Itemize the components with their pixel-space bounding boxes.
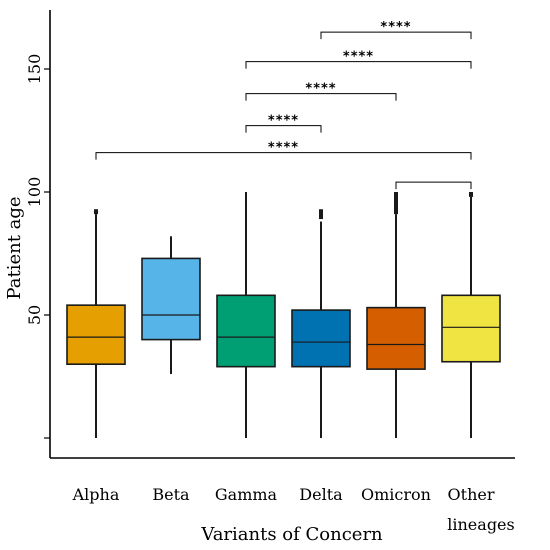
box-gamma <box>216 192 276 438</box>
box-delta <box>291 209 351 438</box>
bracket-line <box>95 152 472 160</box>
iqr-box <box>216 294 276 368</box>
x-tick-label: Other <box>448 485 495 504</box>
bracket-line <box>245 125 322 133</box>
bracket-line <box>395 181 472 190</box>
significance-label: **** <box>305 82 336 97</box>
iqr-box <box>66 304 126 366</box>
iqr-box <box>366 306 426 370</box>
bracket-line <box>320 31 472 40</box>
axes <box>49 10 515 459</box>
iqr-box <box>291 309 351 368</box>
significance-label: **** <box>268 114 299 129</box>
x-tick-label: Beta <box>152 485 190 504</box>
significance-bracket: **** <box>245 114 322 133</box>
bracket-line <box>245 93 397 101</box>
significance-bracket: **** <box>245 50 472 69</box>
y-tick-label: 50 <box>25 305 44 325</box>
iqr-box <box>141 257 201 341</box>
significance-bracket: **** <box>95 141 472 160</box>
x-tick-label: Delta <box>299 485 343 504</box>
x-tick-label: Omicron <box>361 485 431 504</box>
x-axis-title: Variants of Concern <box>200 524 383 545</box>
y-tick-label: 150 <box>25 54 44 85</box>
significance-label: **** <box>380 20 411 35</box>
significance-bracket: **** <box>320 20 472 40</box>
y-ticks: 50 100 150 <box>25 54 50 439</box>
boxes <box>66 192 501 438</box>
box-other-lineages <box>441 192 501 438</box>
y-axis-title: Patient age <box>4 196 25 299</box>
iqr-box <box>441 294 501 363</box>
significance-label: **** <box>343 50 374 65</box>
x-tick-labels: Alpha Beta Gamma Delta Omicron Other lineages <box>72 485 515 534</box>
box-omicron <box>366 192 426 438</box>
significance-bracket <box>395 181 472 190</box>
x-tick-label: Gamma <box>215 485 278 504</box>
x-tick-label: lineages <box>447 515 514 534</box>
y-tick-label: 100 <box>25 177 44 208</box>
box-alpha <box>66 209 126 438</box>
box-beta <box>141 236 201 375</box>
x-tick-label: Alpha <box>72 485 120 504</box>
bracket-line <box>245 61 472 69</box>
significance-brackets: **** **** **** **** **** <box>95 20 472 190</box>
significance-label: **** <box>268 141 299 156</box>
significance-bracket: **** <box>245 82 397 101</box>
